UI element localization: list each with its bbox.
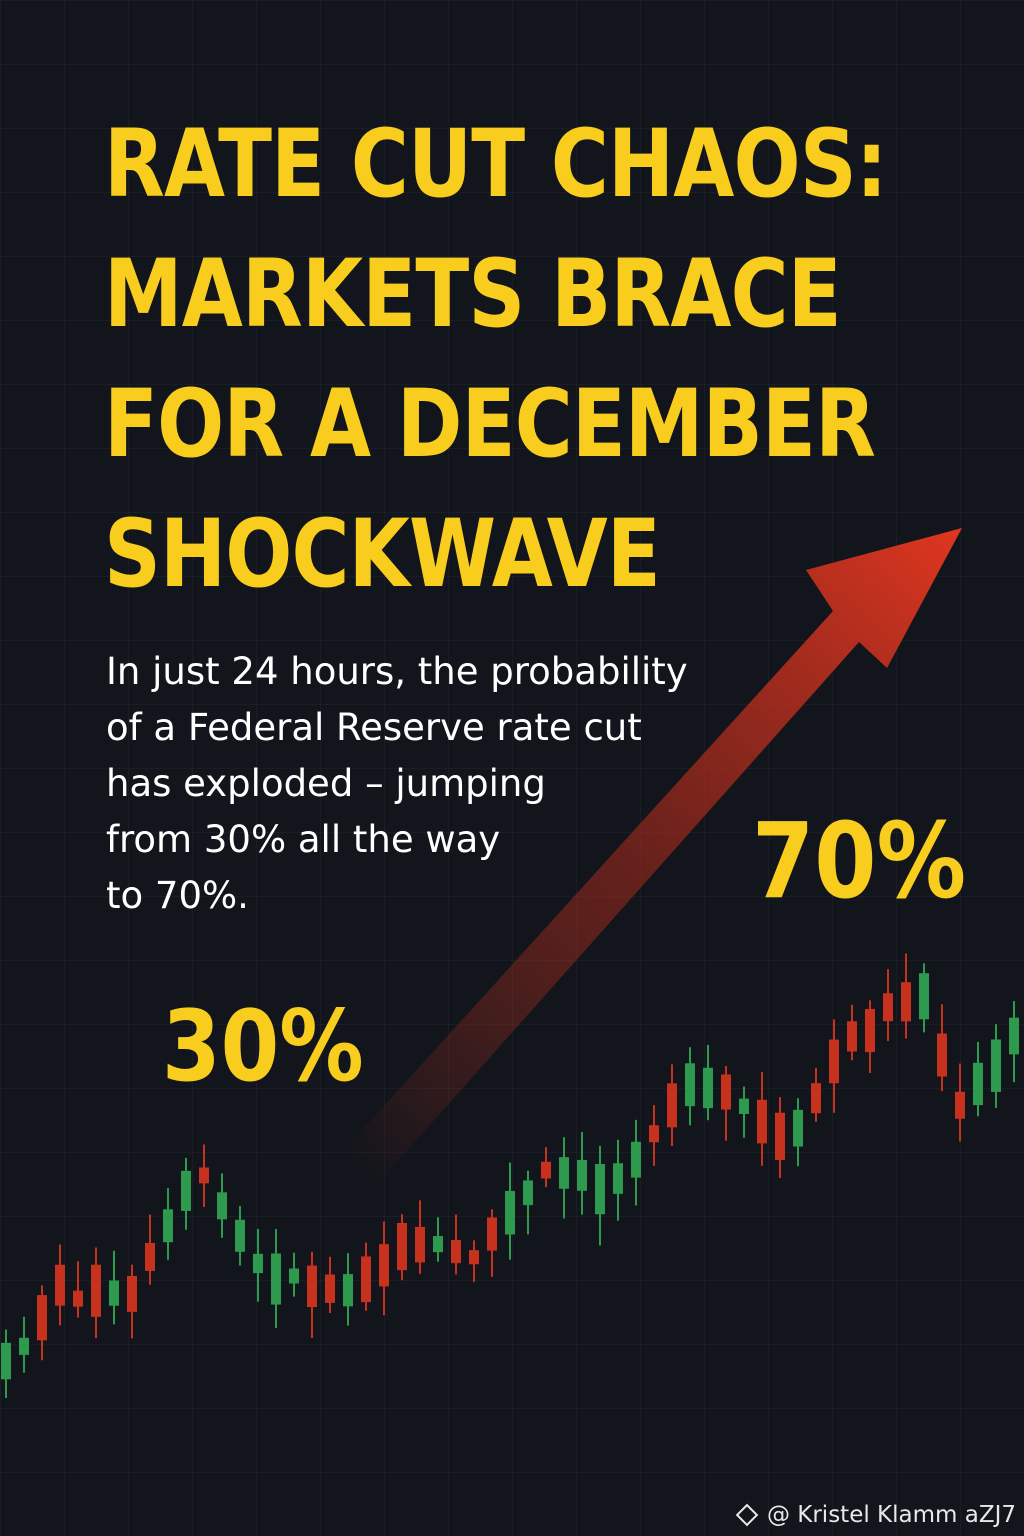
body-text-line: has exploded – jumping: [106, 762, 546, 805]
candle-up: [739, 1098, 749, 1114]
candle-down: [397, 1223, 407, 1271]
candle-down: [73, 1290, 83, 1307]
end-probability-label: 70%: [752, 800, 967, 922]
candle-down: [721, 1074, 731, 1110]
candle-up: [163, 1209, 173, 1243]
candle-up: [343, 1274, 353, 1307]
author-credit-text: @ Kristel Klamm aZJ7: [766, 1502, 1016, 1528]
candle-up: [1, 1342, 11, 1380]
candle-up: [919, 973, 929, 1020]
candle-up: [235, 1219, 245, 1252]
body-text: In just 24 hours, the probability of a F…: [106, 644, 806, 924]
candle-down: [811, 1083, 821, 1114]
candle-up: [973, 1062, 983, 1106]
candle-up: [433, 1236, 443, 1253]
candle-up: [595, 1164, 605, 1215]
candle-up: [253, 1253, 263, 1274]
start-probability-label: 30%: [162, 990, 364, 1104]
candle-up: [523, 1180, 533, 1206]
candle-up: [181, 1170, 191, 1211]
binance-logo-icon: [735, 1503, 759, 1527]
candles-group: [1, 953, 1019, 1398]
headline-line: RATE CUT CHAOS:: [104, 110, 887, 219]
candle-down: [307, 1265, 317, 1308]
headline: RATE CUT CHAOS: MARKETS BRACE FOR A DECE…: [104, 100, 887, 620]
candle-down: [775, 1112, 785, 1160]
candle-down: [199, 1167, 209, 1184]
candle-down: [847, 1021, 857, 1052]
candle-up: [703, 1067, 713, 1109]
candle-down: [955, 1091, 965, 1119]
body-text-line: to 70%.: [106, 874, 249, 917]
headline-line: SHOCKWAVE: [104, 500, 661, 609]
candle-up: [19, 1337, 29, 1355]
candle-down: [91, 1264, 101, 1317]
candle-down: [415, 1226, 425, 1263]
candle-down: [55, 1264, 65, 1306]
headline-line: FOR A DECEMBER: [104, 370, 876, 479]
candle-down: [37, 1295, 47, 1341]
candle-down: [451, 1239, 461, 1264]
candle-down: [937, 1033, 947, 1077]
candle-down: [541, 1161, 551, 1179]
candle-down: [127, 1275, 137, 1312]
candle-up: [991, 1039, 1001, 1092]
candle-up: [289, 1268, 299, 1284]
up-arrow-icon: [335, 528, 962, 1189]
candle-down: [487, 1217, 497, 1251]
body-text-line: from 30% all the way: [106, 818, 501, 861]
body-text-line: of a Federal Reserve rate cut: [106, 706, 642, 749]
candle-down: [901, 982, 911, 1022]
candle-down: [649, 1125, 659, 1143]
candle-up: [685, 1063, 695, 1107]
candle-down: [379, 1244, 389, 1287]
candle-up: [109, 1280, 119, 1306]
candle-up: [217, 1192, 227, 1220]
candle-down: [361, 1256, 371, 1303]
headline-line: MARKETS BRACE: [104, 240, 842, 349]
candle-down: [757, 1099, 767, 1144]
author-credit[interactable]: @ Kristel Klamm aZJ7: [735, 1502, 1016, 1528]
candle-down: [145, 1242, 155, 1271]
candle-up: [793, 1109, 803, 1147]
candle-down: [469, 1250, 479, 1265]
candle-up: [559, 1157, 569, 1189]
body-text-line: In just 24 hours, the probability: [106, 650, 688, 693]
candle-down: [829, 1039, 839, 1084]
candle-down: [667, 1083, 677, 1128]
candle-up: [271, 1253, 281, 1305]
candle-down: [865, 1008, 875, 1053]
candle-down: [325, 1274, 335, 1303]
candle-up: [505, 1190, 515, 1235]
candle-up: [1009, 1017, 1019, 1055]
candle-down: [883, 993, 893, 1022]
candle-up: [577, 1159, 587, 1191]
candle-up: [613, 1163, 623, 1194]
candle-up: [631, 1141, 641, 1178]
